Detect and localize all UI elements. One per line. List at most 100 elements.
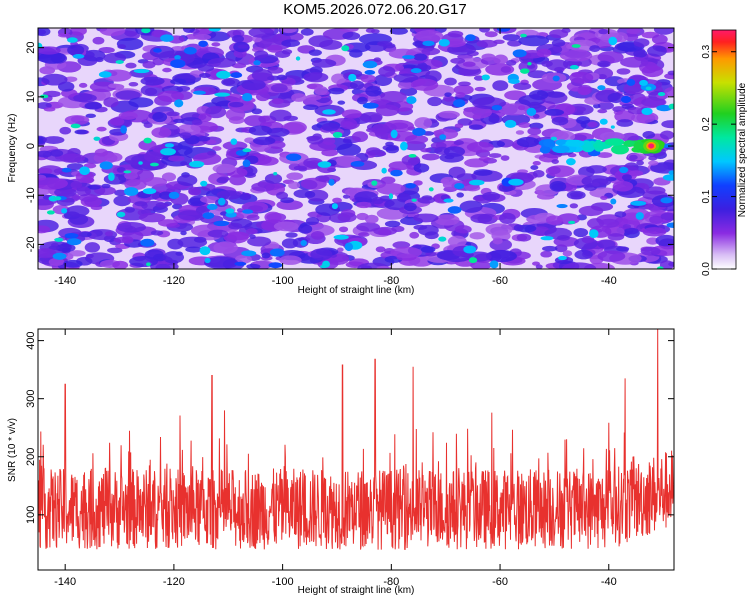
heatmap-cell [66,205,90,217]
heatmap-cell [128,81,139,87]
heatmap-cell [566,190,586,200]
heatmap-cell [128,97,154,108]
heatmap-cell [608,36,618,46]
heatmap-cell [469,232,485,240]
heatmap-cell [307,84,318,90]
heatmap-cell [177,210,202,221]
heatmap-cell [317,161,332,168]
heatmap-cell [463,245,477,254]
heatmap-cell [170,78,187,85]
x-tick-label: -120 [163,275,185,287]
heatmap-cell [328,179,335,186]
heatmap-cell [152,112,168,123]
heatmap-cell [425,251,437,257]
heatmap-cell [607,233,625,241]
snr-y-label: SNR (10 * v/v) [7,418,18,482]
x-tick-label: -60 [492,576,508,588]
heatmap-cell [428,187,434,192]
heatmap-cell [160,147,176,156]
heatmap-cell [305,94,322,101]
heatmap-cell [116,166,126,173]
heatmap-cell [481,74,490,81]
heatmap-cell [320,264,328,269]
heatmap-cell [273,221,299,232]
heatmap-cell [569,71,594,84]
heatmap-cell [271,98,284,105]
heatmap-cell [93,136,101,141]
heatmap-cell [197,64,215,72]
heatmap-cell [411,198,417,202]
heatmap-cell [94,148,109,157]
heatmap-cell [342,138,352,144]
heatmap-cell [599,118,608,125]
heatmap-cell [626,28,641,35]
heatmap-cell [578,166,595,178]
heatmap-cell [463,106,493,119]
heatmap-cell [655,234,674,247]
heatmap-cell [164,143,175,148]
heatmap-cell [453,99,466,108]
heatmap-cell [577,86,591,96]
heatmap-cell [491,104,503,111]
heatmap-cell [414,29,444,43]
heatmap-cell [268,262,283,269]
heatmap-cell [666,222,674,228]
heatmap-cell [526,107,537,116]
heatmap-cell [383,119,414,133]
heatmap-cell [193,236,207,243]
heatmap-cell [84,242,101,253]
heatmap-cell [403,202,417,212]
heatmap-cell [371,123,390,135]
heatmap-cell [300,28,314,36]
x-tick-label: -140 [54,576,76,588]
heatmap-cell [116,211,126,218]
heatmap-streak-cell [623,140,636,148]
x-tick-label: -40 [601,576,617,588]
heatmap-cell [308,49,322,56]
heatmap-cell [191,119,203,126]
heatmap-cell [549,181,567,192]
heatmap-cell [454,182,465,190]
heatmap-cell [551,159,559,164]
heatmap-cell [62,247,71,254]
heatmap-cell [438,38,450,47]
heatmap-cell [41,73,68,86]
heatmap-cell [38,177,68,190]
heatmap-cell [421,47,441,56]
heatmap-cell [410,68,422,74]
heatmap-cell [434,128,459,140]
heatmap-streak-cell [543,138,555,148]
heatmap-cell [516,233,532,242]
heatmap-cell [283,121,307,134]
heatmap-cell [144,87,158,96]
heatmap-streak-cell [581,140,592,148]
heatmap-cell [621,174,633,181]
heatmap-cell [177,174,198,186]
x-tick-label: -100 [272,275,294,287]
heatmap-cell [440,176,455,185]
heatmap-cell [98,47,115,54]
heatmap-cell [318,39,343,50]
heatmap-cell [628,170,644,177]
colorbar-tick-label: 0.2 [701,117,712,131]
heatmap-cell [641,65,664,78]
heatmap-cell [133,68,150,74]
heatmap-cell [109,117,125,126]
heatmap-cell [162,251,185,264]
heatmap-cell [393,73,419,83]
heatmap-cell [211,42,221,47]
heatmap-cell [123,170,132,174]
heatmap-cell [668,170,674,175]
heatmap-cell [245,228,258,235]
heatmap-cell [377,40,393,47]
heatmap-cell [621,132,639,142]
heatmap-cell [213,241,238,254]
heatmap-cell [318,174,341,183]
heatmap-cell [214,92,231,97]
heatmap-cell [160,34,174,42]
heatmap-cell [561,262,597,269]
heatmap-cell [476,39,498,48]
heatmap-cell [517,105,526,111]
heatmap-cell [640,246,661,256]
heatmap-cell [645,86,652,91]
